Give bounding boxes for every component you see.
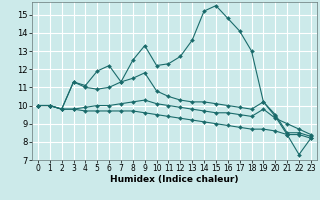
X-axis label: Humidex (Indice chaleur): Humidex (Indice chaleur): [110, 175, 239, 184]
